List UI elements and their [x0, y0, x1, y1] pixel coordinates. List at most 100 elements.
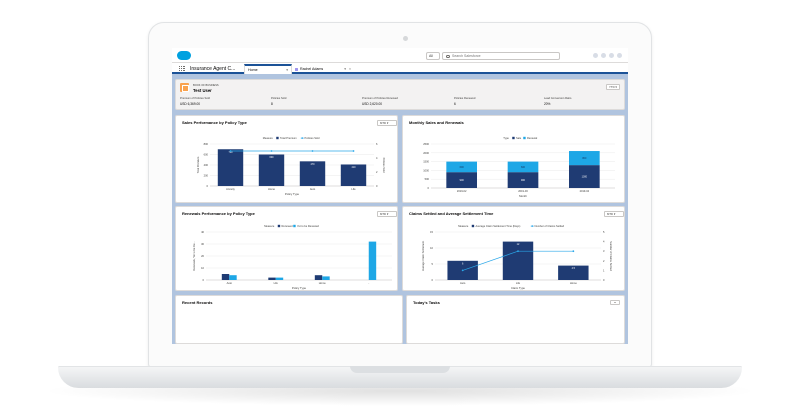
- line-point: [572, 250, 575, 253]
- legend-item: Renewal: [527, 136, 538, 140]
- x-tick-label: Life: [516, 281, 521, 285]
- bar: [340, 164, 367, 186]
- tab-contact[interactable]: Rachel Adams ▾ ×: [294, 64, 352, 74]
- bar-yet-to-be-renewed: [229, 275, 237, 280]
- line-point: [270, 150, 273, 152]
- close-icon[interactable]: ×: [348, 67, 351, 71]
- metric-value: USD 6,369.00: [180, 101, 201, 106]
- y-tick-label: 200: [204, 174, 209, 178]
- bar-yet-to-be-renewed: [368, 241, 377, 280]
- x-tick-label: 2019-04: [580, 189, 590, 193]
- bar-segment-sale: [569, 165, 600, 188]
- bar-value-label: 800: [582, 157, 587, 160]
- navigation-bar: Insurance Agent C... Home ▾ Rachel Adams…: [172, 63, 628, 74]
- metric-value: 8: [271, 101, 273, 106]
- card-title: Claims Settled and Average Settlement Ti…: [409, 211, 494, 216]
- card-title: Renewals Performance by Policy Type: [182, 211, 255, 216]
- book-of-business-header: Book of Business Test User YTD ▾ Premium…: [175, 79, 625, 110]
- bar-value-label: 470: [311, 163, 316, 166]
- y2-tick-label: 4: [603, 240, 605, 244]
- x-axis-label: Policy Type: [292, 286, 307, 290]
- sales-filter-select[interactable]: MTD ▾: [377, 120, 397, 126]
- x-tick-label: Annuity: [226, 187, 235, 191]
- y2-tick-label: 5: [603, 230, 605, 234]
- y-axis-label: Total Premium: [196, 157, 200, 174]
- app-launcher-icon[interactable]: [179, 65, 185, 72]
- legend-swatch: [471, 224, 475, 228]
- bar-value-label: 600: [270, 156, 275, 159]
- metric-policies-renewed: Policies Renewed 6: [454, 97, 475, 106]
- y-tick-label: 400: [204, 163, 209, 167]
- search-input[interactable]: [452, 53, 552, 59]
- search-icon: [446, 54, 450, 59]
- period-select-label: YTD: [609, 84, 615, 89]
- bar-yet-to-be-renewed: [322, 276, 330, 280]
- sales-performance-card: Sales Performance by Policy Type MTD ▾ M…: [175, 115, 398, 203]
- search-scope-select[interactable]: All: [426, 52, 440, 60]
- y-tick-label: 2500: [423, 142, 429, 146]
- filter-label: MTD: [380, 212, 387, 216]
- chevron-down-icon[interactable]: ▾: [286, 68, 288, 72]
- setup-gear-icon[interactable]: [609, 53, 614, 58]
- bar: [217, 149, 244, 186]
- y-tick-label: 500: [425, 177, 430, 181]
- monthly-sales-chart: Type Sale Renewal 0 500 1000 1500 2000 2500 Month…: [423, 136, 615, 198]
- x-axis-label: Policy Type: [285, 192, 300, 196]
- legend-swatch: [277, 224, 281, 228]
- contact-icon: [295, 67, 298, 71]
- tab-home[interactable]: Home ▾: [244, 64, 292, 74]
- renewals-performance-card: Renewals Performance by Policy Type MTD …: [175, 206, 398, 291]
- x-tick-label: Auto: [460, 281, 466, 285]
- line-point: [517, 250, 519, 253]
- metric-label: Lead Conversion Ratio: [544, 97, 572, 100]
- y2-tick-label: 0: [603, 278, 605, 282]
- legend-swatch-dot: [301, 137, 304, 139]
- legend-item: Renewed: [282, 224, 294, 228]
- y-tick-label: 0: [203, 278, 205, 282]
- bar-segment-sale: [507, 172, 539, 188]
- favorites-icon[interactable]: [593, 53, 598, 58]
- y-tick-label: 1500: [423, 160, 429, 164]
- y-tick-label: 30: [201, 242, 204, 246]
- y-tick-label: 600: [204, 153, 209, 157]
- renewals-performance-chart: Measure Renewed Yet to be Renewed 0 10 20 30 40…: [192, 224, 392, 290]
- legend-title: Type: [503, 136, 509, 140]
- x-tick-label: 2019-03: [518, 189, 528, 193]
- todays-tasks-card: Today's Tasks: [406, 295, 625, 344]
- tasks-menu-button[interactable]: [610, 300, 620, 305]
- help-icon[interactable]: [601, 53, 606, 58]
- filter-label: MTD: [380, 121, 387, 125]
- bar: [558, 265, 589, 280]
- y-tick-label: 800: [204, 142, 209, 146]
- global-search[interactable]: [442, 52, 560, 60]
- legend-item: Total Premium: [280, 136, 297, 140]
- chevron-down-icon[interactable]: ▾: [344, 67, 346, 71]
- y2-tick-label: 1: [603, 268, 605, 272]
- bar: [299, 161, 326, 186]
- avatar[interactable]: [617, 53, 622, 58]
- bar-segment-sale: [446, 172, 477, 188]
- laptop-notch: [350, 366, 450, 373]
- y-tick-label: 20: [201, 254, 204, 258]
- x-tick-label: Auto: [227, 281, 233, 285]
- bar: [502, 241, 534, 280]
- y2-tick-label: 2: [376, 170, 378, 174]
- legend-item: Number of Claims Settled: [535, 224, 565, 228]
- y-tick-label: 0: [428, 186, 430, 190]
- renewals-filter-select[interactable]: MTD ▾: [377, 211, 397, 217]
- laptop-camera: [403, 36, 408, 41]
- y-tick-label: 2000: [423, 151, 429, 155]
- legend-title: Measure: [458, 224, 469, 228]
- metric-label: Premium of Policies Sold: [180, 97, 210, 100]
- x-tick-label: Life: [351, 187, 356, 191]
- legend-title: Measure: [264, 224, 275, 228]
- bar-value-label: 600: [460, 166, 465, 169]
- period-select[interactable]: YTD ▾: [606, 83, 620, 90]
- book-of-business-icon: [180, 83, 189, 92]
- claims-filter-select[interactable]: MTD ▾: [604, 211, 624, 217]
- metric-label: Policies Renewed: [454, 97, 476, 100]
- claims-settled-card: Claims Settled and Average Settlement Ti…: [402, 206, 625, 291]
- bar-value-label: 6: [462, 262, 464, 265]
- legend-swatch: [523, 136, 526, 140]
- y-axis-label: Renewals, Yet to be Re...: [192, 241, 196, 270]
